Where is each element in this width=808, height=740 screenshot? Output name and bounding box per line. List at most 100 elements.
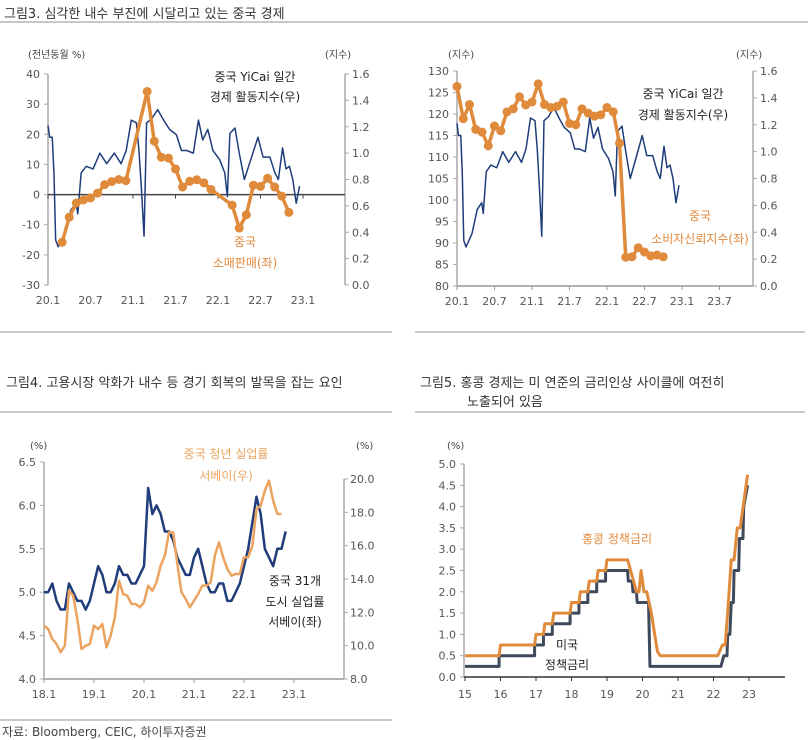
left-axis-tick-label: -20	[22, 249, 40, 262]
divider	[415, 411, 805, 413]
data-point-marker	[527, 97, 537, 107]
data-point-marker	[178, 182, 188, 192]
chart2-blue-label-2: 경제 활동지수(우)	[638, 108, 728, 122]
divider	[0, 331, 392, 333]
x-axis-tick-label: 20.1	[132, 688, 157, 701]
data-point-marker	[107, 177, 117, 187]
chart2-orange-label-1: 중국	[689, 209, 711, 223]
data-point-marker	[627, 252, 637, 262]
data-point-marker	[78, 195, 88, 205]
right-axis-tick-label: 12.0	[350, 606, 375, 619]
x-axis-tick-label: 19	[600, 688, 614, 701]
data-point-marker	[71, 198, 81, 208]
x-axis-tick-label: 22.7	[632, 295, 657, 308]
left-axis-tick-label: 1.0	[439, 628, 457, 641]
left-axis-tick-label: 1.5	[439, 607, 457, 620]
left-axis-tick-label: 5.5	[19, 543, 37, 556]
divider	[0, 411, 392, 413]
right-axis-tick-label: 1.0	[352, 147, 370, 160]
right-axis-tick-label: 1.6	[760, 65, 778, 78]
left-axis-tick-label: 4.0	[19, 673, 37, 686]
chart1-orange-label-2: 소매판매(좌)	[213, 256, 278, 270]
x-axis-tick-label: 23.1	[670, 295, 695, 308]
x-axis-tick-label: 23.1	[282, 688, 307, 701]
x-axis-tick-label: 20	[636, 688, 650, 701]
series-line-3-1	[465, 474, 750, 658]
data-point-marker	[608, 107, 618, 117]
data-point-marker	[508, 104, 518, 114]
left-axis-tick-label: 5.0	[19, 586, 37, 599]
left-axis-unit: (지수)	[448, 49, 474, 61]
x-axis-tick-label: 20.7	[482, 295, 507, 308]
left-axis-tick-label: 80	[435, 280, 449, 293]
source-note: 자료: Bloomberg, CEIC, 하이투자증권	[2, 725, 207, 739]
left-axis-tick-label: 105	[428, 173, 449, 186]
data-point-marker	[284, 207, 294, 217]
right-axis-tick-label: 0.8	[760, 173, 778, 186]
chart1-blue-label-1: 중국 YiCai 일간	[214, 70, 295, 84]
figure-4-title: 그림4. 고용시장 악화가 내수 등 경기 회복의 발목을 잡는 요인	[6, 376, 343, 391]
data-point-marker	[515, 92, 524, 102]
figure-5-title-line2: 노출되어 있음	[467, 395, 543, 410]
chart3-blue-label-1: 중국 31개	[269, 574, 321, 588]
left-axis-tick-label: 5.0	[439, 458, 457, 471]
left-axis-tick-label: 0.5	[439, 650, 457, 663]
left-axis-tick-label: 6.0	[19, 499, 37, 512]
data-point-marker	[483, 141, 493, 151]
data-point-marker	[490, 121, 499, 131]
x-axis-tick-label: 17	[529, 688, 543, 701]
left-axis-tick-label: 4.5	[439, 479, 457, 492]
data-point-marker	[121, 176, 131, 186]
left-axis-tick-label: 95	[435, 216, 449, 229]
chart3-blue-label-3: 서베이(좌)	[268, 615, 322, 629]
data-point-marker	[558, 97, 568, 107]
left-axis-tick-label: 30	[26, 98, 40, 111]
x-axis-tick-label: 16	[494, 688, 508, 701]
right-axis-unit: (지수)	[325, 49, 351, 61]
x-axis-tick-label: 23.1	[291, 294, 316, 307]
data-point-marker	[234, 223, 244, 233]
left-axis-tick-label: 2.0	[439, 586, 457, 599]
x-axis-tick-label: 18	[565, 688, 579, 701]
chart2-blue-label-1: 중국 YiCai 일간	[642, 87, 723, 101]
chart4-us-label-1: 미국	[556, 638, 578, 652]
data-point-marker	[64, 212, 74, 222]
left-axis-tick-label: 115	[428, 130, 449, 143]
x-axis-tick-label: 22.1	[206, 294, 231, 307]
chart4-us-label-2: 정책금리	[545, 657, 589, 672]
data-point-marker	[596, 110, 606, 120]
chart1-blue-label-2: 경제 활동지수(우)	[210, 90, 300, 104]
x-axis-tick-label: 23.7	[707, 295, 732, 308]
left-axis-tick-label: -10	[22, 219, 40, 232]
figure-5-title-line1: 그림5. 홍콩 경제는 미 연준의 금리인상 사이클에 여전히	[420, 376, 725, 391]
right-axis-tick-label: 0.0	[352, 279, 370, 292]
left-axis-tick-label: 2.5	[439, 565, 457, 578]
left-axis-tick-label: 20	[26, 128, 40, 141]
data-point-marker	[241, 210, 251, 220]
series-line-1-0	[456, 106, 680, 248]
right-axis-unit: (%)	[356, 441, 373, 452]
x-axis-tick-label: 22.1	[232, 688, 257, 701]
data-point-marker	[256, 181, 265, 191]
divider	[0, 21, 808, 23]
data-point-marker	[477, 127, 487, 137]
data-point-marker	[156, 152, 166, 162]
data-point-marker	[57, 237, 67, 247]
data-point-marker	[571, 120, 581, 130]
data-point-marker	[199, 178, 209, 188]
left-axis-tick-label: 10	[26, 158, 40, 171]
data-point-marker	[206, 184, 216, 194]
right-axis-tick-label: 16.0	[350, 540, 375, 553]
left-axis-tick-label: 130	[428, 65, 449, 78]
right-axis-tick-label: 0.4	[760, 226, 778, 239]
left-axis-tick-label: 100	[428, 194, 449, 207]
left-axis-tick-label: 0	[33, 189, 40, 202]
right-axis-tick-label: 0.8	[352, 174, 370, 187]
series-line-2-1	[43, 479, 282, 654]
data-point-marker	[142, 86, 152, 96]
chart3-orange-label-1: 중국 청년 실업률	[184, 447, 269, 461]
right-axis-tick-label: 1.6	[352, 68, 370, 81]
x-axis-tick-label: 15	[458, 688, 472, 701]
right-axis-tick-label: 20.0	[350, 473, 375, 486]
